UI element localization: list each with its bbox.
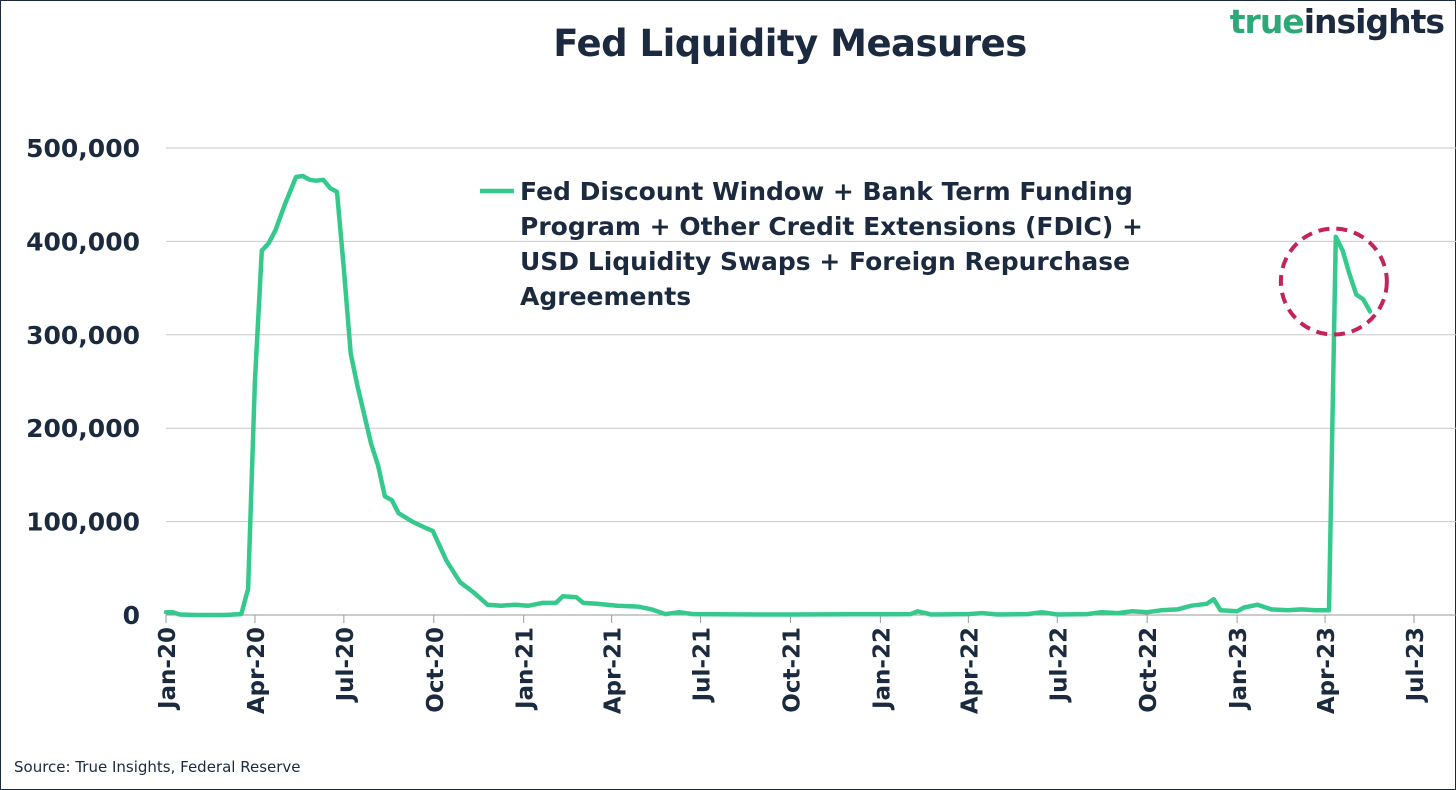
y-tick-label: 0 — [123, 601, 140, 630]
series-layer — [163, 173, 1373, 618]
highlight-circle — [1278, 226, 1389, 337]
y-tick-label: 100,000 — [26, 508, 140, 537]
legend-label-line: Agreements — [520, 282, 691, 311]
x-tick-label: Apr-21 — [601, 627, 627, 714]
x-tick-label: Jan-22 — [869, 627, 895, 711]
x-tick-label: Jul-21 — [690, 627, 716, 703]
x-tick-label: Jan-21 — [513, 627, 539, 711]
series-line — [163, 173, 1373, 618]
x-tick-label: Oct-21 — [779, 627, 805, 713]
gridlines — [166, 147, 1456, 616]
y-tick-label: 200,000 — [26, 414, 140, 443]
brand-logo-part2: insights — [1303, 2, 1445, 41]
y-tick-label: 500,000 — [26, 134, 140, 163]
source-note: Source: True Insights, Federal Reserve — [14, 758, 301, 776]
x-axis-ticks: Jan-20 Apr-20 Jul-20 Oct-20 Jan-21 Apr-21 Jul-… — [155, 615, 1429, 714]
y-axis-ticks: 0 100,000 200,000 300,000 400,000 500,000 — [26, 134, 140, 630]
x-tick-label: Apr-22 — [957, 627, 983, 714]
chart-title: Fed Liquidity Measures — [553, 22, 1027, 65]
annotation-layer — [1278, 226, 1389, 337]
x-tick-label: Jul-22 — [1046, 627, 1072, 703]
x-tick-label: Oct-20 — [423, 627, 449, 713]
y-tick-label: 400,000 — [26, 227, 140, 256]
legend-label-line: Program + Other Credit Extensions (FDIC)… — [520, 212, 1143, 241]
x-tick-label: Apr-20 — [244, 627, 270, 714]
legend: Fed Discount Window + Bank Term Funding P… — [480, 177, 1143, 311]
x-tick-label: Jul-23 — [1403, 627, 1429, 703]
x-tick-label: Jan-20 — [155, 627, 181, 711]
x-tick-label: Jan-23 — [1226, 627, 1252, 711]
x-tick-label: Apr-23 — [1314, 627, 1340, 714]
brand-logo: trueinsights — [1229, 2, 1445, 41]
x-tick-label: Oct-22 — [1136, 627, 1162, 713]
legend-label: Fed Discount Window + Bank Term Funding P… — [520, 177, 1143, 311]
x-tick-label: Jul-20 — [333, 627, 359, 703]
legend-label-line: Fed Discount Window + Bank Term Funding — [520, 177, 1133, 206]
y-tick-label: 300,000 — [26, 321, 140, 350]
legend-label-line: USD Liquidity Swaps + Foreign Repurchase — [520, 247, 1130, 276]
brand-logo-part1: true — [1229, 2, 1305, 41]
